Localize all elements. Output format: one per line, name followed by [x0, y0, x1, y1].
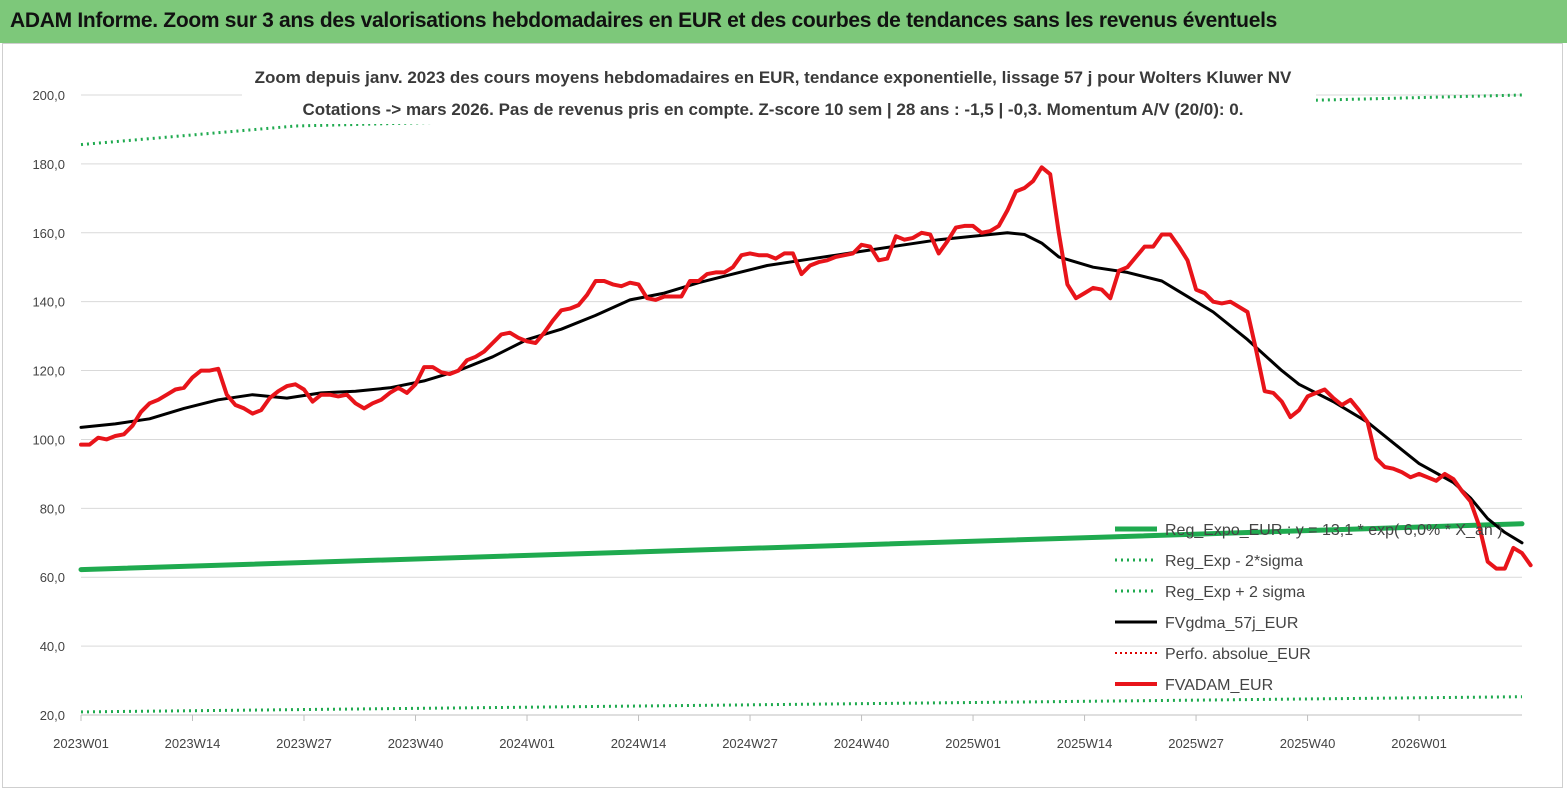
legend-label-1: Reg_Exp - 2*sigma	[1165, 553, 1303, 570]
x-tick-label: 2023W01	[53, 736, 109, 751]
x-tick-label: 2023W14	[165, 736, 221, 751]
series-line-0	[78, 521, 1525, 573]
x-tick-label: 2025W40	[1280, 736, 1336, 751]
x-tick-label: 2025W01	[945, 736, 1001, 751]
x-tick-label: 2024W40	[834, 736, 890, 751]
axes: 20,0 40,0 60,0 80,0 100,0 120,0 140,0 160,0 180,…	[32, 88, 1522, 751]
x-tick-label: 2024W01	[499, 736, 555, 751]
y-tick-label: 40,0	[40, 639, 65, 654]
legend-label-3: FVgdma_57j_EUR	[1165, 615, 1298, 632]
y-tick-label: 180,0	[32, 157, 65, 172]
y-tick-label: 120,0	[32, 364, 65, 379]
y-tick-label: 20,0	[40, 708, 65, 723]
y-tick-label: 140,0	[32, 295, 65, 310]
y-tick-label: 60,0	[40, 570, 65, 585]
chart-subtitle-line-1: Zoom depuis janv. 2023 des cours moyens …	[255, 68, 1292, 87]
y-tick-label: 80,0	[40, 501, 65, 516]
legend-label-5: FVADAM_EUR	[1165, 677, 1273, 694]
gridlines	[81, 94, 1522, 716]
x-tick-label: 2023W27	[276, 736, 332, 751]
subtitle-background	[242, 64, 1316, 124]
series-line-5	[79, 165, 1533, 571]
page-title: ADAM Informe. Zoom sur 3 ans des valoris…	[10, 9, 1277, 32]
y-tick-label: 160,0	[32, 226, 65, 241]
x-tick-label: 2025W27	[1168, 736, 1224, 751]
chart-frame	[2, 43, 1563, 788]
x-tick-label: 2023W40	[388, 736, 444, 751]
x-tick-label: 2025W14	[1057, 736, 1113, 751]
x-tick-label: 2024W14	[611, 736, 667, 751]
y-tick-label: 100,0	[32, 432, 65, 447]
legend-label-0: Reg_Expo_EUR : y = 13,1 * exp( 6,0% * X_…	[1165, 522, 1503, 539]
header-banner: ADAM Informe. Zoom sur 3 ans des valoris…	[0, 0, 1567, 43]
y-tick-label: 200,0	[32, 88, 65, 103]
legend: Reg_Expo_EUR : y = 13,1 * exp( 6,0% * X_…	[1115, 522, 1503, 694]
series-layer	[78, 93, 1533, 714]
x-tick-label: 2026W01	[1391, 736, 1447, 751]
x-tick-label: 2024W27	[722, 736, 778, 751]
legend-label-4: Perfo. absolue_EUR	[1165, 646, 1311, 663]
series-line-1	[80, 695, 1523, 714]
chart-subtitle-line-2: Cotations -> mars 2026. Pas de revenus p…	[303, 100, 1244, 119]
series-line-3	[79, 231, 1524, 545]
legend-label-2: Reg_Exp + 2 sigma	[1165, 584, 1305, 601]
